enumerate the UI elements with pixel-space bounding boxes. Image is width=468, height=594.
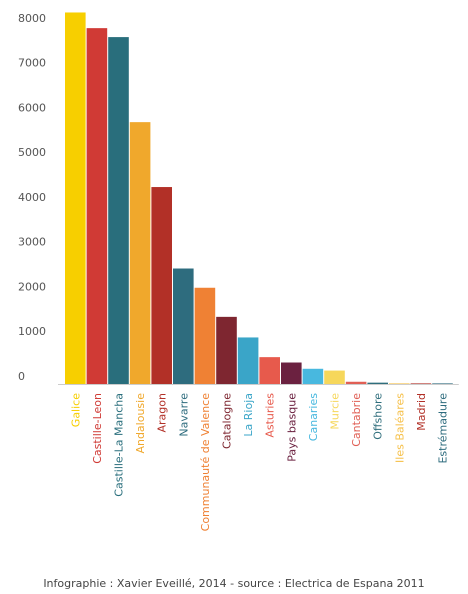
bar xyxy=(194,287,216,384)
bar xyxy=(410,383,432,384)
x-category-label: Pays basque xyxy=(285,393,298,462)
bar xyxy=(302,368,324,384)
bar xyxy=(259,357,280,384)
y-tick-label: 0 xyxy=(18,370,25,383)
x-category-label: Catalogne xyxy=(221,393,234,449)
bar xyxy=(432,383,453,384)
bar xyxy=(86,28,108,385)
x-category-label: Andalousie xyxy=(134,393,147,454)
x-category-label: Canaries xyxy=(307,393,320,441)
y-tick-label: 8000 xyxy=(18,12,46,25)
x-category-label: La Rioja xyxy=(242,393,255,437)
y-tick-label: 2000 xyxy=(18,280,46,293)
y-tick-label: 3000 xyxy=(18,236,46,249)
y-tick-label: 1000 xyxy=(18,325,46,338)
x-category-label: Castille-La Mancha xyxy=(113,393,126,497)
x-category-label: Galice xyxy=(69,393,82,427)
bar xyxy=(65,12,86,384)
x-category-label: Aragon xyxy=(156,393,169,433)
bar xyxy=(237,337,259,384)
source-caption: Infographie : Xavier Eveillé, 2014 - sou… xyxy=(43,577,425,590)
x-category-label: Iles Baléares xyxy=(393,393,406,463)
bar xyxy=(345,381,367,384)
x-category-label: Asturies xyxy=(264,393,277,438)
y-tick-label: 6000 xyxy=(18,101,46,114)
y-axis-ticks: 0 1000 2000 3000 4000 5000 6000 7000 8000 xyxy=(18,12,46,383)
bar xyxy=(216,316,237,384)
bars xyxy=(65,12,453,385)
bar xyxy=(367,382,388,384)
bar xyxy=(173,268,194,384)
x-category-label: Madrid xyxy=(415,393,428,431)
bar xyxy=(108,37,129,384)
x-category-label: Offshore xyxy=(372,393,385,440)
bar xyxy=(151,187,172,384)
bar-chart: 0 1000 2000 3000 4000 5000 6000 7000 8000 Galice… xyxy=(18,12,459,532)
x-category-label: Communauté de Valence xyxy=(199,393,212,532)
y-tick-label: 7000 xyxy=(18,57,46,70)
x-category-label: Castille-Leon xyxy=(91,393,104,464)
y-tick-label: 5000 xyxy=(18,146,46,159)
bar xyxy=(129,122,151,385)
bar xyxy=(324,370,345,384)
x-category-label: Navarre xyxy=(177,393,190,437)
bar xyxy=(281,362,302,384)
bar xyxy=(389,383,410,384)
x-category-label: Estrémadure xyxy=(437,393,450,464)
x-category-label: Murcie xyxy=(329,393,342,430)
x-axis-labels: Galice Castille-Leon Castille-La Mancha And… xyxy=(69,393,449,532)
x-category-label: Cantabrie xyxy=(350,393,363,447)
y-tick-label: 4000 xyxy=(18,191,46,204)
